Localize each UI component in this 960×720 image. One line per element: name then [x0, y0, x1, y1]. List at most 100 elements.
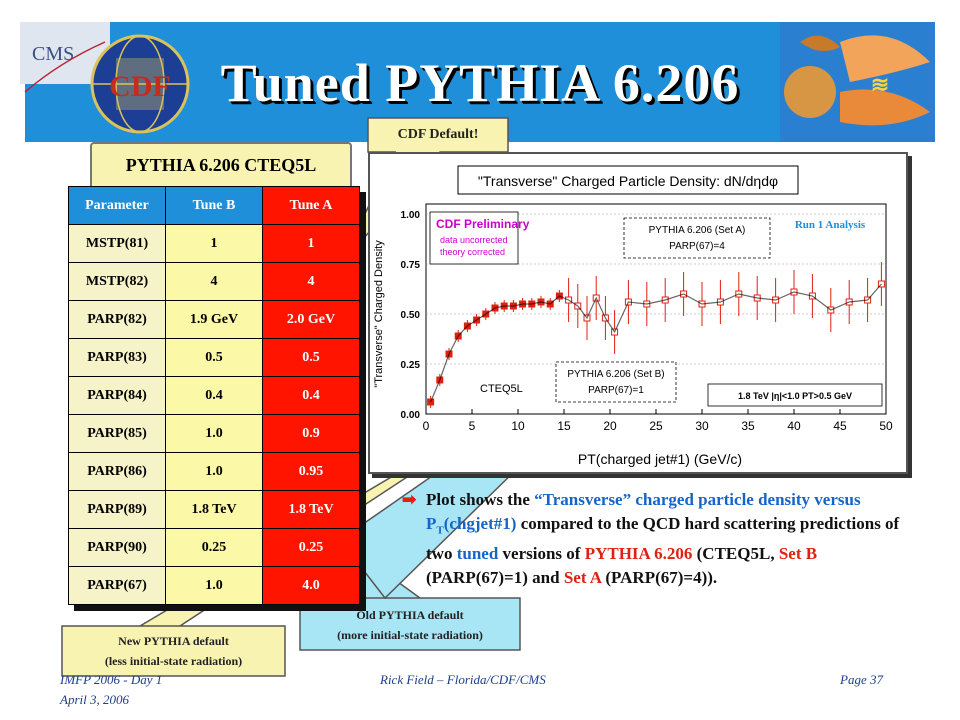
setA-line2: PARP(67)=4 — [669, 241, 725, 252]
desc-part: (PARP(67)=1) and — [426, 568, 564, 588]
footer-left-1: IMFP 2006 - Day 1 — [60, 672, 163, 687]
table-row: PARP(86) 1.0 0.95 — [68, 452, 360, 491]
footer-page: Page 37 — [840, 672, 883, 687]
cdf-prelim-label: CDF Preliminary — [436, 217, 530, 231]
y-tick-label: 1.00 — [401, 210, 421, 221]
tune-b-cell: 1.0 — [165, 566, 263, 605]
desc-part: PYTHIA 6.206 — [584, 544, 693, 564]
tune-b-cell: 0.5 — [165, 338, 263, 377]
param-cell: PARP(84) — [68, 376, 166, 415]
footer-left-2: April 3, 2006 — [60, 692, 129, 707]
tune-a-cell: 2.0 GeV — [262, 300, 360, 339]
desc-part: compared to the QCD hard scattering pred… — [426, 514, 900, 564]
tune-a-cell: 1 — [262, 224, 360, 263]
description-text: ➡ Plot shows the “Transverse” charged pa… — [402, 488, 922, 590]
cms-logo-text: CMS — [32, 43, 74, 65]
x-tick-label: 30 — [695, 419, 709, 433]
plot-svg: "Transverse" Charged Particle Density: d… — [373, 165, 893, 467]
header-tune-a: Tune A — [262, 186, 360, 225]
table-row: PARP(67) 1.0 4.0 — [68, 566, 360, 605]
param-cell: PARP(67) — [68, 566, 166, 605]
x-tick-label: 25 — [649, 419, 663, 433]
cdf-default-label: CDF Default! — [397, 127, 479, 142]
desc-part: tuned — [456, 544, 499, 564]
header-parameter: Parameter — [68, 186, 166, 225]
desc-sub: T — [436, 524, 444, 537]
tune-a-cell: 0.4 — [262, 376, 360, 415]
y-tick-label: 0.50 — [401, 310, 421, 321]
param-cell: PARP(89) — [68, 490, 166, 529]
run-logo: ≋ — [780, 22, 935, 142]
desc-part: (chgjet#1) — [443, 514, 517, 533]
param-cell: PARP(83) — [68, 338, 166, 377]
table-row: PARP(82) 1.9 GeV 2.0 GeV — [68, 300, 360, 339]
table-header-row: Parameter Tune B Tune A — [68, 186, 360, 225]
cdf-cms-logo: CMS CDF — [20, 22, 190, 134]
tune-a-cell: 0.25 — [262, 528, 360, 567]
cteq-label: CTEQ5L — [480, 383, 523, 395]
tune-b-cell: 1.9 GeV — [165, 300, 263, 339]
y-tick-label: 0.25 — [401, 360, 421, 371]
y-tick-label: 0.75 — [401, 260, 421, 271]
tune-a-cell: 1.8 TeV — [262, 490, 360, 529]
param-cell: PARP(86) — [68, 452, 166, 491]
old-default-line2: (more initial-state radiation) — [337, 628, 483, 642]
param-cell: PARP(82) — [68, 300, 166, 339]
table-row: MSTP(82) 4 4 — [68, 262, 360, 301]
desc-part: “Transverse” charged particle density ve… — [426, 490, 861, 533]
tune-b-cell: 1.0 — [165, 414, 263, 453]
page-title: Tuned PYTHIA 6.206 — [220, 53, 740, 113]
x-tick-label: 15 — [557, 419, 571, 433]
x-tick-label: 5 — [469, 419, 476, 433]
run-label: Run 1 Analysis — [795, 219, 866, 231]
tune-b-cell: 1.8 TeV — [165, 490, 263, 529]
x-tick-label: 20 — [603, 419, 617, 433]
arrow-bullet-icon: ➡ — [402, 490, 417, 509]
param-cell: MSTP(82) — [68, 262, 166, 301]
plot-xlabel: PT(charged jet#1) (GeV/c) — [578, 451, 742, 467]
tune-b-cell: 0.25 — [165, 528, 263, 567]
tune-b-cell: 1.0 — [165, 452, 263, 491]
setB-line2: PARP(67)=1 — [588, 385, 644, 396]
desc-part: (PARP(67)=4)). — [601, 568, 718, 588]
table-row: MSTP(81) 1 1 — [68, 224, 360, 263]
x-tick-label: 0 — [423, 419, 430, 433]
new-default-line1: New PYTHIA default — [118, 634, 229, 648]
table-row: PARP(83) 0.5 0.5 — [68, 338, 360, 377]
pythia-tag: PYTHIA 6.206 CTEQ5L — [90, 142, 352, 194]
pythia-tag-label: PYTHIA 6.206 CTEQ5L — [125, 155, 317, 175]
table-row: PARP(90) 0.25 0.25 — [68, 528, 360, 567]
desc-part: Set A — [563, 568, 602, 588]
tune-a-cell: 0.5 — [262, 338, 360, 377]
x-tick-label: 35 — [741, 419, 755, 433]
param-cell: PARP(85) — [68, 414, 166, 453]
table-row: PARP(84) 0.4 0.4 — [68, 376, 360, 415]
x-tick-label: 40 — [787, 419, 801, 433]
header-tune-b: Tune B — [165, 186, 263, 225]
desc-part: Set B — [778, 544, 818, 564]
x-tick-label: 10 — [511, 419, 525, 433]
tune-a-cell: 0.95 — [262, 452, 360, 491]
footer-center: Rick Field – Florida/CDF/CMS — [380, 672, 546, 687]
table-row: PARP(89) 1.8 TeV 1.8 TeV — [68, 490, 360, 529]
setA-line1: PYTHIA 6.206 (Set A) — [649, 225, 746, 236]
cdf-logo-text: CDF — [109, 70, 171, 103]
old-default-line1: Old PYTHIA default — [356, 608, 464, 622]
plot-ylabel: "Transverse" Charged Density — [373, 240, 385, 388]
prelim-line1: data uncorrected — [440, 235, 508, 245]
param-cell: MSTP(81) — [68, 224, 166, 263]
tune-b-cell: 1 — [165, 224, 263, 263]
tune-b-cell: 0.4 — [165, 376, 263, 415]
theory-curve — [430, 283, 882, 403]
tune-a-cell: 4 — [262, 262, 360, 301]
table-row: PARP(85) 1.0 0.9 — [68, 414, 360, 453]
desc-part: Plot shows the — [426, 490, 535, 509]
tune-b-cell: 4 — [165, 262, 263, 301]
param-cell: PARP(90) — [68, 528, 166, 567]
plot-marks — [427, 262, 885, 408]
desc-part: versions of — [498, 544, 585, 564]
plot-axes: 0.00 0.25 0.50 0.75 1.00 0 5 10 15 20 25 30 35 40 45 50 — [401, 203, 893, 433]
parameter-table: Parameter Tune B Tune A MSTP(81) 1 1 MSTP(… — [68, 186, 360, 605]
x-tick-label: 50 — [879, 419, 893, 433]
tune-a-cell: 0.9 — [262, 414, 360, 453]
